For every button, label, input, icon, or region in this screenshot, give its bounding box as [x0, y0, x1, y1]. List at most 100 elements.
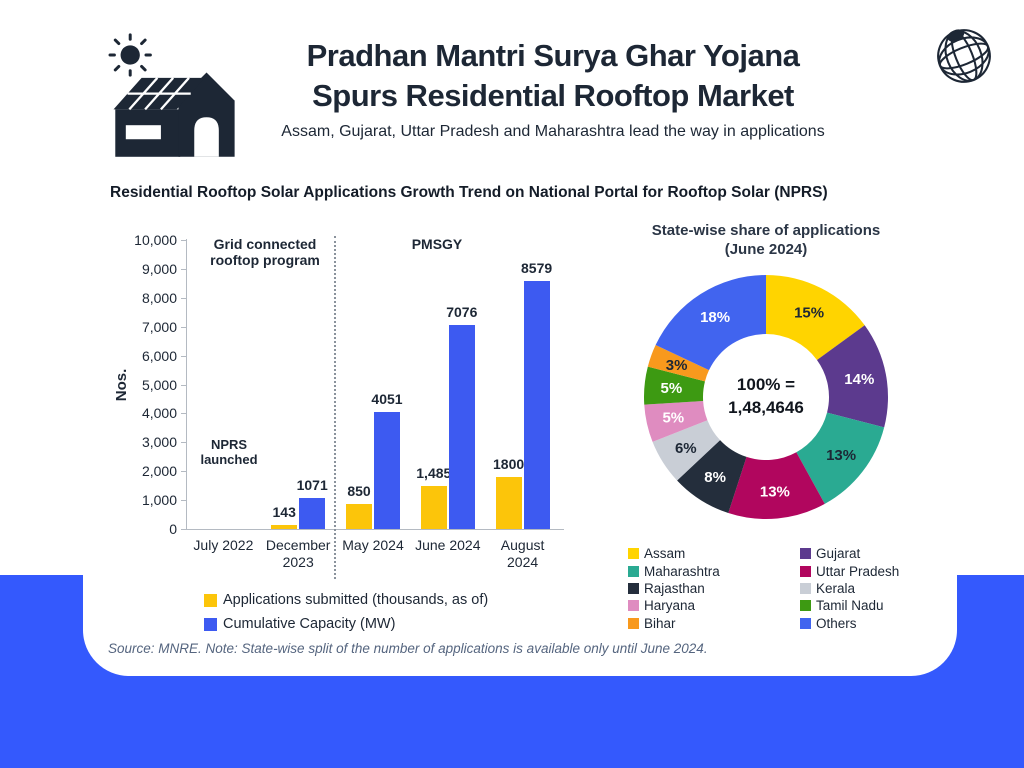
y-tick-label: 6,000: [141, 347, 177, 364]
donut-chart: 15% 14% 13% 13% 8% 6% 5% 5% 3% 18%: [643, 275, 889, 520]
bar-value-label: 143: [272, 503, 296, 520]
legend-label: Rajasthan: [644, 580, 705, 596]
bar-applications: [495, 476, 522, 529]
donut-slice-label: 3%: [666, 357, 688, 374]
annotation-pmsgy: PMSGY: [411, 236, 463, 252]
donut-slice-tamil-nadu: [643, 366, 705, 405]
y-tick-label: 5,000: [141, 376, 177, 393]
legend-label: Applications submitted (thousands, as of…: [223, 592, 489, 608]
donut-legend-item: Tamil Nadu: [800, 597, 960, 614]
donut-slice-maharashtra: [796, 412, 885, 504]
bar-applications: [346, 504, 372, 529]
legend-swatch: [800, 548, 811, 560]
bar-value-label: 7076: [446, 303, 478, 320]
y-tick-label: 7,000: [141, 318, 177, 335]
donut-center-label: 100% = 1,48,4646: [696, 373, 836, 419]
page-title-line1: Pradhan Mantri Surya Ghar Yojana: [306, 38, 800, 73]
donut-center-line1: 100% =: [736, 375, 796, 394]
donut-legend-item: Kerala: [800, 580, 960, 597]
bar-value-label: 1071: [296, 477, 328, 494]
legend-swatch: [628, 582, 639, 594]
legend-label: Others: [816, 615, 857, 631]
legend-label: Maharashtra: [644, 563, 720, 579]
bar-capacity: [374, 411, 400, 529]
legend-label: Tamil Nadu: [816, 598, 884, 614]
y-tick-label: 2,000: [141, 463, 177, 480]
x-category-label: August 2024: [500, 537, 545, 570]
x-category-label: June 2024: [415, 537, 481, 553]
legend-swatch: [800, 565, 811, 577]
program-divider-line: [334, 236, 336, 579]
bar-chart: Nos. Grid connected rooftop program PMSG…: [83, 0, 957, 676]
y-tick-mark: [181, 529, 187, 530]
y-tick-label: 9,000: [141, 260, 177, 277]
legend-swatch: [628, 617, 639, 629]
legend-swatch: [628, 548, 639, 560]
donut-slice-haryana: [644, 400, 708, 442]
donut-legend-item: Maharashtra: [628, 562, 800, 579]
bar-value-label: 850: [347, 483, 371, 500]
y-tick-label: 10,000: [134, 232, 177, 248]
y-tick-mark: [181, 442, 187, 444]
bar-capacity: [299, 498, 326, 529]
legend-swatch: [800, 582, 811, 594]
donut-legend-item: Others: [800, 615, 960, 632]
donut-slice-label: 5%: [661, 380, 683, 397]
donut-slice-bihar: [647, 345, 709, 382]
bar-value-label: 8579: [521, 260, 553, 277]
annotation-nprs-launched: NPRS launched: [200, 437, 258, 467]
y-tick-mark: [181, 413, 187, 415]
annotation-grid-connected: Grid connected rooftop program: [210, 236, 320, 268]
donut-slice-label: 18%: [700, 309, 730, 326]
legend-label: Gujarat: [816, 546, 861, 562]
donut-slice-label: 15%: [794, 304, 824, 321]
legend-label: Bihar: [644, 615, 676, 631]
legend-label: Cumulative Capacity (MW): [223, 616, 396, 632]
bar-chart-legend: Applications submitted (thousands, as of…: [204, 589, 488, 637]
donut-slice-label: 8%: [704, 469, 726, 486]
x-axis-line: [186, 529, 564, 530]
page-subtitle: Assam, Gujarat, Uttar Pradesh and Mahara…: [281, 123, 825, 140]
chart-section-title: Residential Rooftop Solar Applications G…: [110, 184, 828, 201]
content-card: Pradhan Mantri Surya Ghar Yojana Spurs R…: [83, 0, 991, 676]
donut-legend-item: Gujarat: [800, 545, 960, 562]
legend-swatch: [204, 617, 217, 631]
bar-applications: [271, 524, 298, 529]
legend-label: Kerala: [816, 580, 856, 596]
globe-icon: [937, 29, 991, 83]
donut-slice-label: 5%: [662, 410, 684, 427]
y-tick-mark: [181, 500, 187, 502]
y-tick-mark: [181, 240, 187, 241]
donut-slice-rajasthan: [677, 440, 747, 514]
y-tick-mark: [181, 355, 187, 357]
donut-legend-item: Assam: [628, 545, 800, 562]
legend-swatch: [204, 593, 217, 607]
donut-slice-label: 13%: [826, 447, 856, 464]
donut-legend-item: Bihar: [628, 615, 800, 632]
bar-value-label: 1800: [493, 455, 525, 472]
donut-slice-kerala: [652, 420, 721, 481]
donut-slice-uttar-pradesh: [728, 452, 825, 520]
legend-item: Applications submitted (thousands, as of…: [204, 589, 488, 611]
donut-center-line2: 1,48,4646: [728, 398, 804, 417]
donut-legend-item: Haryana: [628, 597, 800, 614]
donut-legend-item: Uttar Pradesh: [800, 562, 960, 579]
legend-swatch: [800, 617, 811, 629]
y-tick-mark: [181, 297, 187, 299]
y-tick-label: 1,000: [141, 492, 177, 509]
legend-swatch: [800, 600, 811, 612]
x-category-label: July 2022: [193, 537, 254, 553]
bar-applications: [420, 486, 447, 529]
bar-capacity: [448, 324, 475, 529]
y-tick-mark: [181, 268, 187, 270]
header: Pradhan Mantri Surya Ghar Yojana Spurs R…: [233, 36, 873, 141]
x-category-label: December 2023: [265, 537, 331, 570]
donut-slice-label: 14%: [844, 371, 874, 388]
bar-capacity: [523, 281, 550, 529]
y-tick-label: 0: [169, 521, 177, 537]
source-note: Source: MNRE. Note: State-wise split of …: [108, 641, 708, 656]
donut-chart-title: State-wise share of applications (June 2…: [651, 222, 881, 258]
solar-house-icon: [108, 33, 235, 157]
bar-value-label: 4051: [371, 390, 403, 407]
y-tick-label: 8,000: [141, 289, 177, 306]
